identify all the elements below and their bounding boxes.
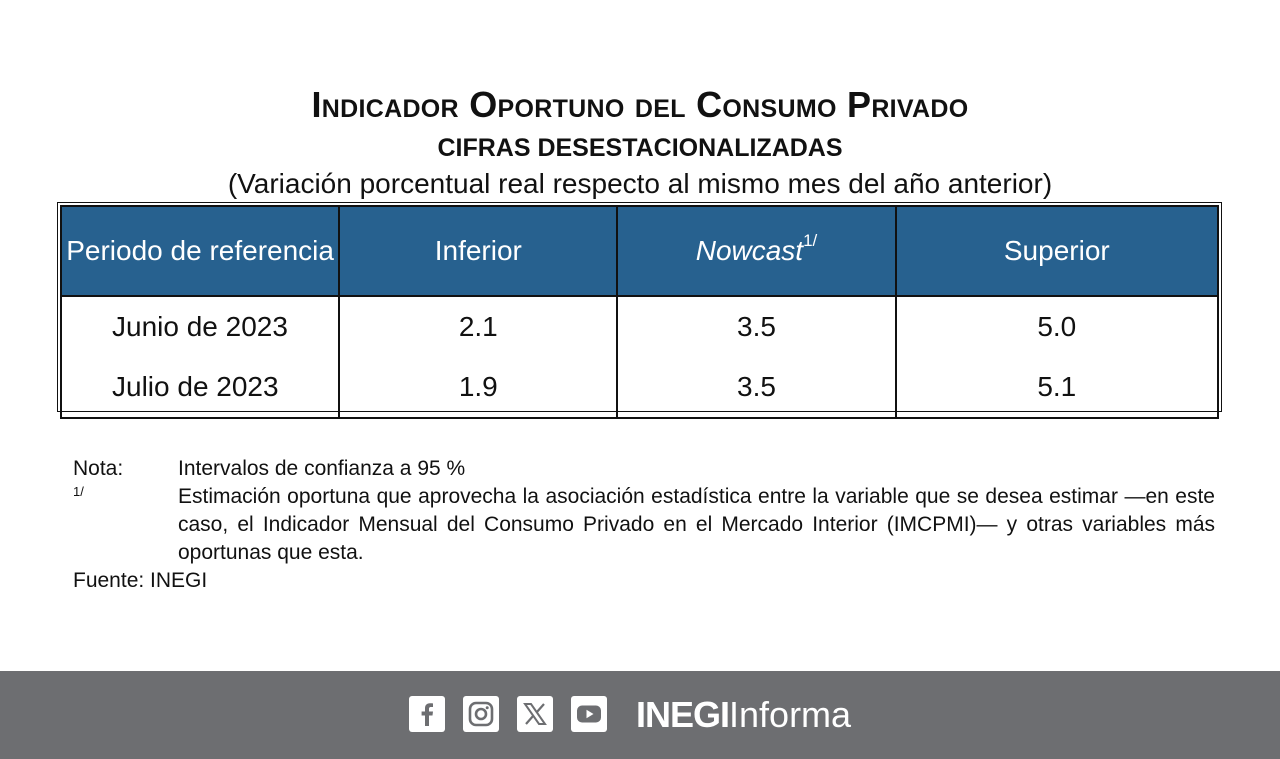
header-period: Periodo de referencia xyxy=(59,205,341,297)
note-label: Nota: xyxy=(73,457,124,480)
header-nowcast-footnote-marker: 1/ xyxy=(803,231,818,250)
source-line: Fuente: INEGI xyxy=(73,569,208,592)
table-row: Junio de 2023 2.1 3.5 5.0 xyxy=(59,296,1220,357)
youtube-icon[interactable] xyxy=(571,696,607,732)
page-description: (Variación porcentual real respecto al m… xyxy=(227,168,1053,199)
footnote-row: 1/ Estimación oportuna que aprovecha la … xyxy=(73,483,1215,567)
page-title: Indicador Oportuno del Consumo Privado xyxy=(311,84,969,125)
notes-section: Nota: Intervalos de confianza a 95 % 1/ … xyxy=(73,455,1215,595)
row-nowcast: 3.5 xyxy=(616,357,897,419)
instagram-icon[interactable] xyxy=(463,696,499,732)
row-nowcast: 3.5 xyxy=(616,296,897,357)
x-icon[interactable] xyxy=(517,696,553,732)
results-table-frame: Periodo de referencia Inferior Nowcast1/… xyxy=(57,202,1222,419)
table-row: Julio de 2023 1.9 3.5 5.1 xyxy=(59,357,1220,419)
row-upper: 5.0 xyxy=(894,296,1220,357)
header-upper: Superior xyxy=(894,205,1220,297)
footnote-label: 1/ xyxy=(73,484,84,499)
note-row: Nota: Intervalos de confianza a 95 % xyxy=(73,455,1215,483)
header-lower: Inferior xyxy=(338,205,619,297)
row-upper: 5.1 xyxy=(894,357,1220,419)
header-nowcast-label: Nowcast xyxy=(695,235,804,266)
page-subtitle: CIFRAS DESESTACIONALIZADAS xyxy=(437,134,843,162)
footer-bar xyxy=(0,671,1280,759)
row-period: Julio de 2023 xyxy=(59,357,341,419)
row-lower: 2.1 xyxy=(338,296,619,357)
header-nowcast: Nowcast1/ xyxy=(616,205,897,297)
results-table: Periodo de referencia Inferior Nowcast1/… xyxy=(59,205,1220,419)
row-period: Junio de 2023 xyxy=(59,296,341,357)
brand-regular: Informa xyxy=(729,694,852,735)
facebook-icon[interactable] xyxy=(409,696,445,732)
table-header-row: Periodo de referencia Inferior Nowcast1/… xyxy=(59,205,1220,297)
footnote-text: Estimación oportuna que aprovecha la aso… xyxy=(178,485,1215,564)
brand-bold: INEGI xyxy=(636,694,730,735)
inegi-informa-logo: INEGIInforma xyxy=(636,694,851,736)
row-lower: 1.9 xyxy=(338,357,619,419)
note-text: Intervalos de confianza a 95 % xyxy=(178,457,466,480)
